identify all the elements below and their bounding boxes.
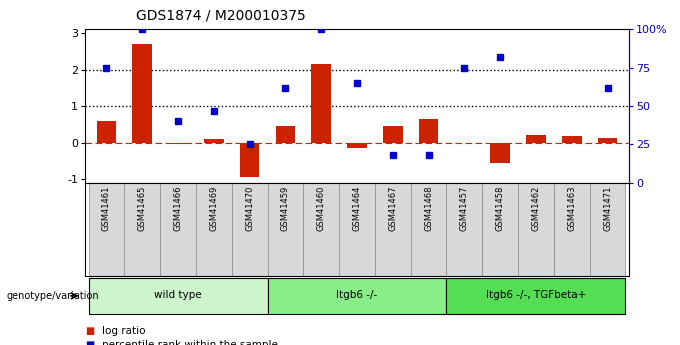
Bar (411, 183, 447, 276)
Bar (303, 183, 339, 276)
Bar (196, 183, 232, 276)
Bar (160, 183, 196, 276)
Bar (204, 139, 224, 142)
Text: wild type: wild type (154, 290, 202, 300)
Bar (526, 135, 546, 142)
Text: GSM41469: GSM41469 (209, 186, 218, 231)
Text: GSM41467: GSM41467 (388, 186, 397, 231)
Text: GSM41471: GSM41471 (603, 186, 612, 231)
Bar (232, 183, 267, 276)
Bar (240, 142, 260, 177)
Text: GSM41460: GSM41460 (317, 186, 326, 231)
Text: ■: ■ (85, 326, 95, 336)
Text: GSM41465: GSM41465 (138, 186, 147, 231)
Bar (168, 142, 188, 145)
Bar (590, 183, 626, 276)
Bar (97, 121, 116, 142)
Bar (88, 183, 124, 276)
Bar (88, 278, 267, 314)
Bar (447, 183, 482, 276)
Text: GSM41459: GSM41459 (281, 186, 290, 231)
Text: genotype/variation: genotype/variation (7, 291, 99, 301)
Text: GSM41466: GSM41466 (173, 186, 182, 231)
Text: GSM41468: GSM41468 (424, 186, 433, 231)
Bar (447, 278, 626, 314)
Text: GSM41464: GSM41464 (352, 186, 362, 231)
Text: GSM41458: GSM41458 (496, 186, 505, 231)
Bar (267, 278, 447, 314)
Bar (339, 183, 375, 276)
Text: log ratio: log ratio (102, 326, 146, 336)
Bar (133, 44, 152, 142)
Text: GSM41470: GSM41470 (245, 186, 254, 231)
Bar (562, 136, 581, 142)
Text: GSM41457: GSM41457 (460, 186, 469, 231)
Bar (554, 183, 590, 276)
Text: GSM41461: GSM41461 (102, 186, 111, 231)
Bar (267, 183, 303, 276)
Text: GSM41463: GSM41463 (567, 186, 576, 231)
Bar (482, 183, 518, 276)
Bar (311, 64, 331, 142)
Bar (375, 183, 411, 276)
Text: Itgb6 -/-: Itgb6 -/- (337, 290, 377, 300)
Bar (275, 126, 295, 142)
Bar (383, 126, 403, 142)
Bar (518, 183, 554, 276)
Bar (419, 119, 439, 142)
Text: percentile rank within the sample: percentile rank within the sample (102, 340, 278, 345)
Text: Itgb6 -/-, TGFbeta+: Itgb6 -/-, TGFbeta+ (486, 290, 586, 300)
Bar (490, 142, 510, 163)
Text: GDS1874 / M200010375: GDS1874 / M200010375 (136, 9, 306, 23)
Text: GSM41462: GSM41462 (532, 186, 541, 231)
Bar (598, 138, 617, 142)
Bar (347, 142, 367, 148)
Text: ■: ■ (85, 340, 95, 345)
Bar (124, 183, 160, 276)
